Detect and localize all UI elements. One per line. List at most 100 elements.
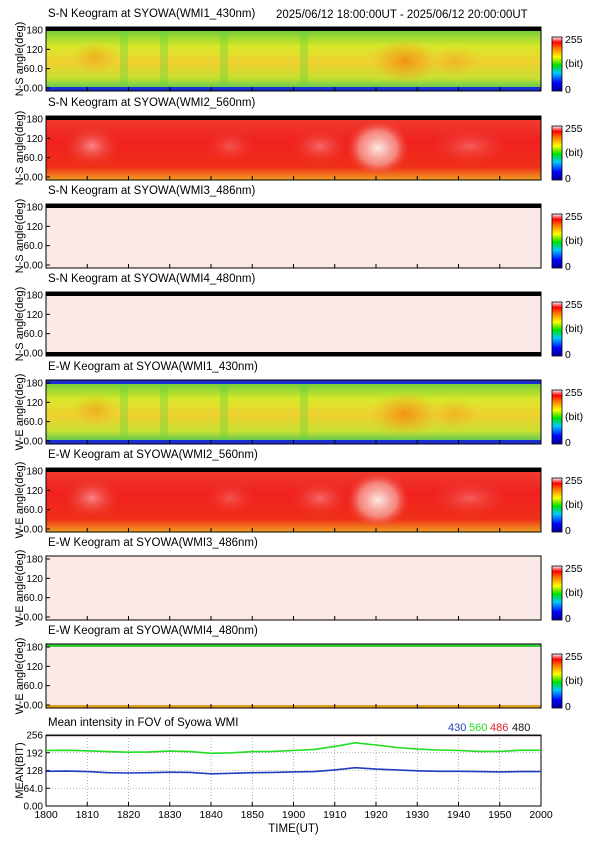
x-tick-label: 1910 <box>323 809 347 821</box>
keogram-title: E-W Keogram at SYOWA(WMI2_560nm) <box>48 449 258 461</box>
y-tick-label: 64.0 <box>24 784 44 795</box>
colorbar-unit: (bit) <box>565 58 583 70</box>
keogram-ylabel: W-E angle(deg) <box>14 374 26 451</box>
series-line-430 <box>45 766 541 775</box>
keogram-title: E-W Keogram at SYOWA(WMI1_430nm) <box>48 361 258 373</box>
mean-intensity-plot: Mean intensity in FOV of Syowa WMI 430 560… <box>14 717 553 835</box>
colorbar <box>551 301 563 357</box>
keogram-title: E-W Keogram at SYOWA(WMI4_480nm) <box>48 625 258 637</box>
y-tick-label: 0.00 <box>24 802 44 813</box>
keogram-panel-7: E-W Keogram at SYOWA(WMI3_486nm) 180 120 60… <box>14 537 583 626</box>
keogram-panel-6: E-W Keogram at SYOWA(WMI2_560nm) 180 120 60… <box>14 449 583 538</box>
y-tick-label: 192 <box>26 748 43 759</box>
keogram-title: S-N Keogram at SYOWA(WMI4_480nm) <box>48 273 255 285</box>
keogram-image <box>46 644 541 708</box>
edge-band <box>46 116 541 120</box>
legend-560: 560 <box>469 722 487 734</box>
keogram-panel-4: S-N Keogram at SYOWA(WMI4_480nm) 180 120 60… <box>14 273 583 361</box>
colorbar-min: 0 <box>565 525 571 537</box>
colorbar <box>551 565 563 621</box>
bright-region <box>73 394 117 426</box>
x-tick-label: 1840 <box>199 809 223 821</box>
y-tick-label: 0.00 <box>24 173 44 184</box>
y-tick-label: 120 <box>26 45 43 56</box>
keogram-panel-5: E-W Keogram at SYOWA(WMI1_430nm) 180 120 60… <box>14 361 583 450</box>
series-line-560 <box>45 741 541 755</box>
keogram-title: S-N Keogram at SYOWA(WMI3_486nm) <box>48 185 255 197</box>
x-tick-label: 1930 <box>406 809 430 821</box>
colorbar-unit: (bit) <box>565 235 583 247</box>
x-tick-label: 1810 <box>76 809 100 821</box>
y-tick-label: 120 <box>26 310 43 321</box>
stripe <box>160 380 168 444</box>
bright-region <box>430 480 510 516</box>
stripe <box>300 380 308 444</box>
legend-480: 480 <box>512 722 530 734</box>
bright-region <box>290 128 350 164</box>
x-tick-label: 1820 <box>117 809 141 821</box>
y-tick-label: 180 <box>26 115 43 126</box>
keogram-image <box>46 556 541 620</box>
y-tick-label: 180 <box>26 26 43 37</box>
colorbar-unit: (bit) <box>565 147 583 159</box>
stripe <box>160 27 168 91</box>
bright-region <box>346 472 410 528</box>
keogram-ylabel: N-S angle(deg) <box>14 22 26 97</box>
y-tick-label: 180 <box>26 203 43 214</box>
colorbar-min: 0 <box>565 437 571 449</box>
stripe <box>300 27 308 91</box>
y-tick-label: 0.00 <box>24 613 44 624</box>
colorbar-max: 255 <box>565 387 583 399</box>
colorbar <box>551 36 563 92</box>
colorbar-min: 0 <box>565 701 571 713</box>
y-tick-label: 180 <box>26 467 43 478</box>
edge-band <box>46 468 541 472</box>
y-tick-label: 256 <box>26 731 43 742</box>
bright-region <box>204 482 256 514</box>
colorbar-unit: (bit) <box>565 411 583 423</box>
colorbar <box>551 389 563 445</box>
colorbar-unit: (bit) <box>565 323 583 335</box>
y-tick-label: 180 <box>26 379 43 390</box>
y-tick-label: 120 <box>26 134 43 145</box>
bright-region <box>431 398 479 430</box>
stripe <box>120 27 128 91</box>
colorbar-max: 255 <box>565 123 583 135</box>
edge-band <box>46 27 541 31</box>
keogram-panel-3: S-N Keogram at SYOWA(WMI3_486nm) 180 120 60… <box>14 185 583 273</box>
keogram-title: S-N Keogram at SYOWA(WMI2_560nm) <box>48 97 255 109</box>
x-tick-label: 1950 <box>488 809 512 821</box>
keogram-ylabel: W-E angle(deg) <box>14 550 26 627</box>
edge-band <box>46 644 541 647</box>
keogram-ylabel: N-S angle(deg) <box>14 199 26 274</box>
y-tick-label: 60.0 <box>24 505 44 516</box>
x-tick-label: 1800 <box>34 809 58 821</box>
keogram-ylabel: N-S angle(deg) <box>14 287 26 362</box>
y-tick-label: 0.00 <box>24 84 44 95</box>
x-tick-label: 2000 <box>529 809 553 821</box>
bright-region <box>290 480 350 516</box>
colorbar <box>551 477 563 533</box>
edge-band <box>46 380 541 384</box>
bright-region <box>73 41 117 73</box>
colorbar <box>551 125 563 181</box>
x-tick-label: 1940 <box>447 809 471 821</box>
stripe <box>220 380 228 444</box>
colorbar-unit: (bit) <box>565 675 583 687</box>
bright-region <box>204 130 256 162</box>
y-tick-label: 0.00 <box>24 437 44 448</box>
legend-486: 486 <box>490 722 508 734</box>
keogram-title: S-N Keogram at SYOWA(WMI1_430nm) <box>48 8 255 20</box>
colorbar-max: 255 <box>565 211 583 223</box>
colorbar-unit: (bit) <box>565 587 583 599</box>
stripe <box>120 380 128 444</box>
y-tick-label: 60.0 <box>24 593 44 604</box>
line-title: Mean intensity in FOV of Syowa WMI <box>48 717 238 729</box>
keogram-ylabel: W-E angle(deg) <box>14 462 26 539</box>
keogram-title: E-W Keogram at SYOWA(WMI3_486nm) <box>48 537 258 549</box>
y-tick-label: 60.0 <box>24 241 44 252</box>
colorbar-max: 255 <box>565 34 583 46</box>
legend-430: 430 <box>448 722 466 734</box>
x-tick-label: 1920 <box>364 809 388 821</box>
